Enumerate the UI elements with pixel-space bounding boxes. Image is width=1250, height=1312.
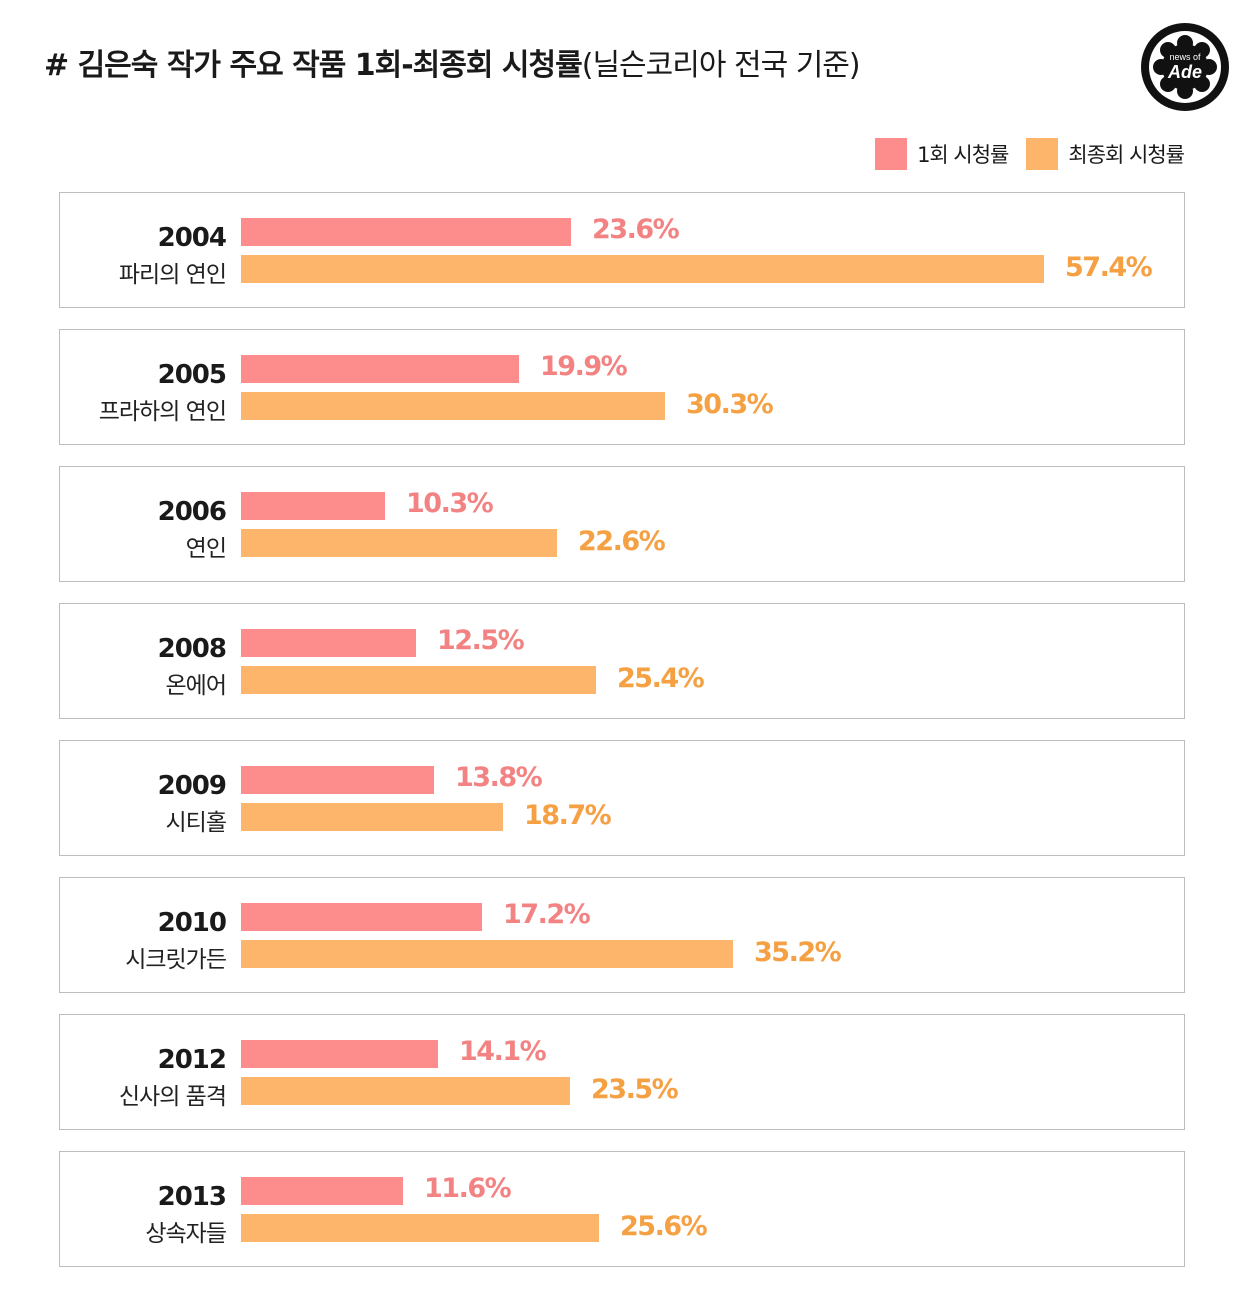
chart-row: 2004 파리의 연인 23.6% 57.4% xyxy=(59,192,1185,308)
value-label-final-episode: 23.5% xyxy=(591,1074,679,1105)
category-year-label: 2008 xyxy=(157,634,227,664)
chart-title-sub: (닐슨코리아 전국 기준) xyxy=(581,48,861,83)
chart-row: 2013 상속자들 11.6% 25.6% xyxy=(59,1151,1185,1267)
value-label-first-episode: 14.1% xyxy=(459,1036,547,1067)
legend-label-first: 1회 시청률 xyxy=(917,143,1009,167)
bar-final-episode xyxy=(241,392,665,420)
value-label-final-episode: 25.4% xyxy=(617,663,705,694)
news-of-ade-logo-icon: news of Ade xyxy=(1141,23,1229,111)
value-label-first-episode: 12.5% xyxy=(437,625,525,656)
bar-first-episode xyxy=(241,903,482,931)
category-year-label: 2004 xyxy=(157,223,227,253)
legend-swatch-final xyxy=(1026,138,1059,170)
category-year-label: 2013 xyxy=(157,1182,227,1212)
chart-row: 2006 연인 10.3% 22.6% xyxy=(59,466,1185,582)
category-year-label: 2010 xyxy=(157,908,227,938)
category-title-label: 프라하의 연인 xyxy=(98,399,227,425)
chart-row: 2012 신사의 품격 14.1% 23.5% xyxy=(59,1014,1185,1130)
category-title-label: 파리의 연인 xyxy=(118,262,227,288)
bar-first-episode xyxy=(241,766,434,794)
category-year-label: 2006 xyxy=(157,497,227,527)
value-label-first-episode: 11.6% xyxy=(424,1173,512,1204)
bar-final-episode xyxy=(241,1077,570,1105)
bar-first-episode xyxy=(241,218,571,246)
bar-first-episode xyxy=(241,355,519,383)
chart-row: 2005 프라하의 연인 19.9% 30.3% xyxy=(59,329,1185,445)
chart-title: # 김은숙 작가 주요 작품 1회-최종회 시청률(닐슨코리아 전국 기준) xyxy=(44,40,861,84)
bar-final-episode xyxy=(241,1214,599,1242)
value-label-final-episode: 30.3% xyxy=(686,389,774,420)
legend-label-final: 최종회 시청률 xyxy=(1068,143,1185,167)
category-title-label: 신사의 품격 xyxy=(118,1084,227,1110)
bar-first-episode xyxy=(241,1177,403,1205)
bar-first-episode xyxy=(241,492,385,520)
logo-text-bottom: Ade xyxy=(1167,62,1202,82)
bar-final-episode xyxy=(241,803,503,831)
value-label-first-episode: 10.3% xyxy=(406,488,494,519)
value-label-first-episode: 17.2% xyxy=(503,899,591,930)
legend: 1회 시청률 최종회 시청률 xyxy=(875,138,1185,170)
category-year-label: 2005 xyxy=(157,360,227,390)
value-label-first-episode: 13.8% xyxy=(455,762,543,793)
category-title-label: 온에어 xyxy=(165,673,227,699)
value-label-final-episode: 22.6% xyxy=(578,526,666,557)
bar-final-episode xyxy=(241,666,596,694)
chart-title-main: # 김은숙 작가 주요 작품 1회-최종회 시청률 xyxy=(44,48,583,83)
chart-row: 2010 시크릿가든 17.2% 35.2% xyxy=(59,877,1185,993)
bar-final-episode xyxy=(241,529,557,557)
value-label-final-episode: 25.6% xyxy=(620,1211,708,1242)
value-label-final-episode: 35.2% xyxy=(754,937,842,968)
bar-final-episode xyxy=(241,940,733,968)
category-title-label: 시크릿가든 xyxy=(125,947,227,973)
value-label-final-episode: 57.4% xyxy=(1065,252,1153,283)
category-year-label: 2012 xyxy=(157,1045,227,1075)
bar-first-episode xyxy=(241,629,416,657)
category-title-label: 연인 xyxy=(185,536,227,562)
legend-item-final: 최종회 시청률 xyxy=(1026,138,1185,170)
category-title-label: 상속자들 xyxy=(145,1221,227,1247)
chart-row: 2009 시티홀 13.8% 18.7% xyxy=(59,740,1185,856)
chart-row: 2008 온에어 12.5% 25.4% xyxy=(59,603,1185,719)
bar-final-episode xyxy=(241,255,1044,283)
value-label-final-episode: 18.7% xyxy=(524,800,612,831)
category-year-label: 2009 xyxy=(157,771,227,801)
category-title-label: 시티홀 xyxy=(165,810,227,836)
legend-item-first: 1회 시청률 xyxy=(875,138,1009,170)
value-label-first-episode: 19.9% xyxy=(540,351,628,382)
logo-text-top: news of xyxy=(1169,52,1201,62)
bar-first-episode xyxy=(241,1040,438,1068)
value-label-first-episode: 23.6% xyxy=(592,214,680,245)
legend-swatch-first xyxy=(875,138,908,170)
